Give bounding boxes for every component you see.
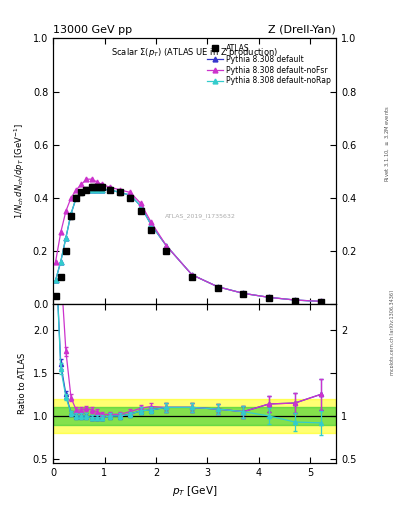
- Text: Z (Drell-Yan): Z (Drell-Yan): [268, 25, 336, 35]
- Text: Rivet 3.1.10, $\geq$ 3.2M events: Rivet 3.1.10, $\geq$ 3.2M events: [383, 105, 391, 182]
- Text: Scalar $\Sigma(p_T)$ (ATLAS UE in Z production): Scalar $\Sigma(p_T)$ (ATLAS UE in Z prod…: [111, 47, 278, 59]
- Y-axis label: $1/N_{ch}\,dN_{ch}/dp_T$ [GeV$^{-1}$]: $1/N_{ch}\,dN_{ch}/dp_T$ [GeV$^{-1}$]: [13, 123, 27, 219]
- Y-axis label: Ratio to ATLAS: Ratio to ATLAS: [18, 353, 27, 414]
- Text: ATLAS_2019_I1735632: ATLAS_2019_I1735632: [165, 214, 236, 219]
- Legend: ATLAS, Pythia 8.308 default, Pythia 8.308 default-noFsr, Pythia 8.308 default-no: ATLAS, Pythia 8.308 default, Pythia 8.30…: [206, 42, 332, 87]
- Text: 13000 GeV pp: 13000 GeV pp: [53, 25, 132, 35]
- X-axis label: $p_T$ [GeV]: $p_T$ [GeV]: [172, 484, 217, 498]
- Bar: [53, 399, 336, 433]
- Text: mcplots.cern.ch [arXiv:1306.3436]: mcplots.cern.ch [arXiv:1306.3436]: [390, 290, 393, 375]
- Bar: [53, 408, 336, 424]
